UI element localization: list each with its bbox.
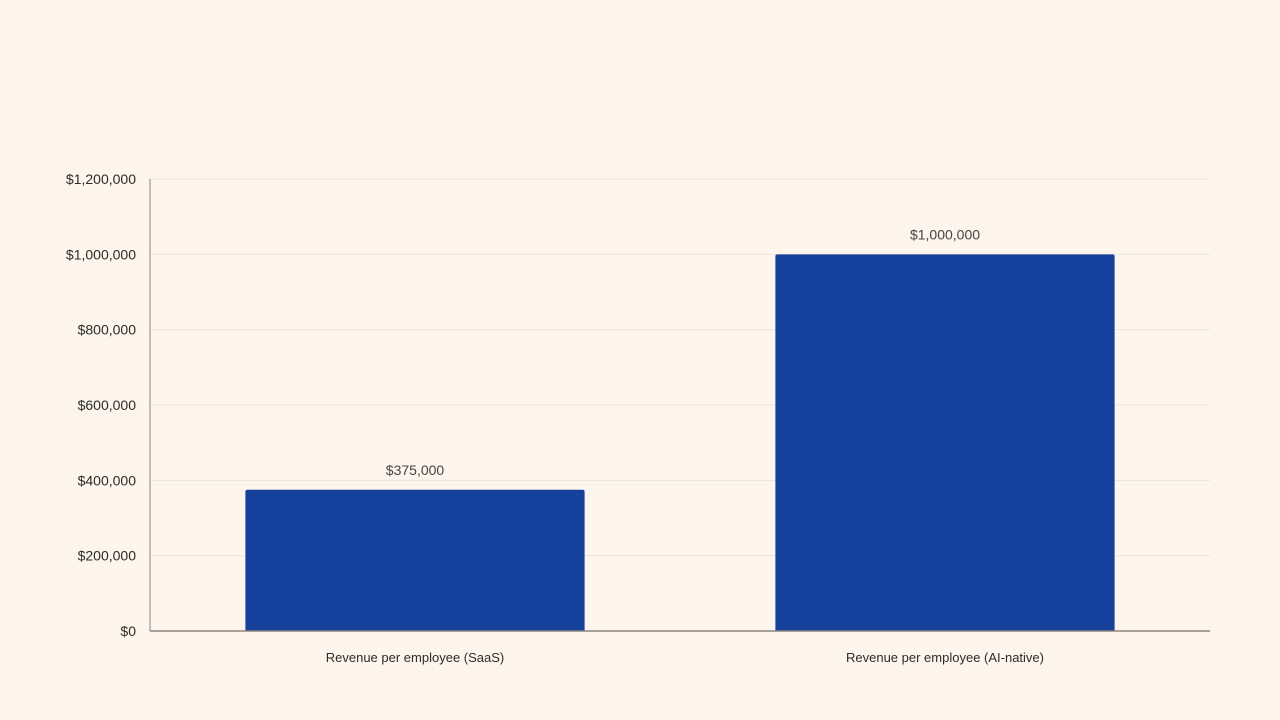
y-axis-tick-labels: $0 $200,000 $400,000 $600,000 $800,000 $1,000… — [66, 171, 136, 639]
y-tick-label: $200,000 — [78, 548, 137, 564]
x-category-label: Revenue per employee (AI-native) — [846, 650, 1044, 665]
y-tick-label: $600,000 — [78, 397, 137, 413]
data-labels: $375,000 $1,000,000 — [386, 226, 980, 477]
y-tick-label: $1,000,000 — [66, 246, 136, 262]
bar — [245, 489, 585, 631]
bars — [245, 254, 1115, 632]
y-tick-label: $800,000 — [78, 322, 137, 338]
x-axis-category-labels: Revenue per employee (SaaS) Revenue per e… — [326, 650, 1044, 665]
bar — [775, 254, 1115, 632]
y-tick-label: $1,200,000 — [66, 171, 136, 187]
y-tick-label: $400,000 — [78, 472, 137, 488]
bar-data-label: $375,000 — [386, 462, 445, 478]
y-tick-label: $0 — [120, 623, 136, 639]
bar-data-label: $1,000,000 — [910, 226, 980, 242]
axes — [149, 179, 1210, 632]
x-category-label: Revenue per employee (SaaS) — [326, 650, 505, 665]
